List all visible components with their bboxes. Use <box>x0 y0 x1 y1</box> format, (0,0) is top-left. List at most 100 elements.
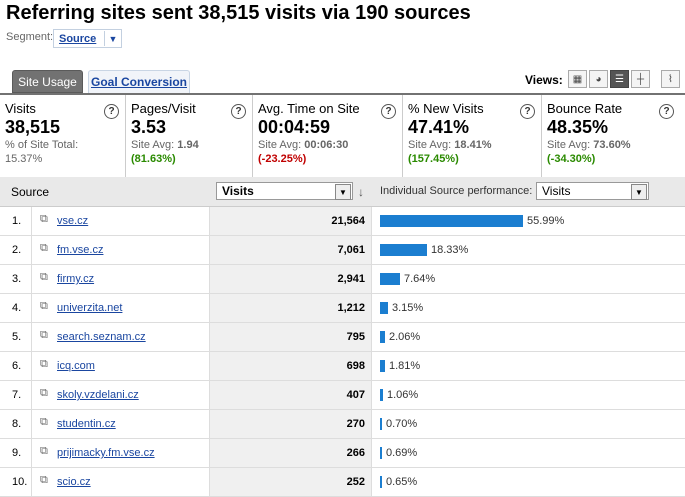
segment-label: Segment: <box>6 31 54 43</box>
help-icon[interactable]: ? <box>231 104 246 119</box>
site-avg-label: Site Avg: <box>408 139 455 151</box>
performance-bar <box>380 360 385 372</box>
performance-percent: 3.15% <box>392 302 424 314</box>
table-row: 5. ⧉ search.seznam.cz 795 2.06% <box>0 323 685 352</box>
source-link[interactable]: skoly.vzdelani.cz <box>57 389 139 401</box>
visits-value: 2,941 <box>337 273 365 285</box>
external-link-icon[interactable]: ⧉ <box>40 242 48 254</box>
table-row: 8. ⧉ studentin.cz 270 0.70% <box>0 410 685 439</box>
external-link-icon[interactable]: ⧉ <box>40 387 48 399</box>
row-number: 4. <box>0 294 32 323</box>
external-link-icon[interactable]: ⧉ <box>40 300 48 312</box>
comparison-view-icon[interactable]: ┼ <box>631 70 650 88</box>
visits-value: 21,564 <box>331 215 365 227</box>
performance-view-icon[interactable]: ☰ <box>610 70 629 88</box>
chevron-down-icon: ▼ <box>631 184 647 200</box>
visits-value: 795 <box>346 331 365 343</box>
visits-metric-select[interactable]: Visits ▼ <box>216 182 353 200</box>
row-number: 2. <box>0 236 32 265</box>
external-link-icon[interactable]: ⧉ <box>40 474 48 486</box>
performance-percent: 1.06% <box>387 389 419 401</box>
performance-bar <box>380 418 382 430</box>
source-link[interactable]: prijimacky.fm.vse.cz <box>57 447 155 459</box>
table-row: 7. ⧉ skoly.vzdelani.cz 407 1.06% <box>0 381 685 410</box>
metric-value: 47.41% <box>408 117 470 137</box>
table-header: Source Visits ▼ ↓ Individual Source perf… <box>0 177 685 207</box>
external-link-icon[interactable]: ⧉ <box>40 329 48 341</box>
performance-percent: 1.81% <box>389 360 421 372</box>
source-link[interactable]: search.seznam.cz <box>57 331 146 343</box>
chevron-down-icon: ▼ <box>335 184 351 200</box>
performance-percent: 0.69% <box>386 447 418 459</box>
site-avg-value: 1.94 <box>177 139 199 151</box>
visits-cell: 252 <box>209 468 372 496</box>
performance-percent: 0.65% <box>386 476 418 488</box>
metric-name: Avg. Time on Site <box>258 101 360 116</box>
row-number: 3. <box>0 265 32 294</box>
table-row: 2. ⧉ fm.vse.cz 7,061 18.33% <box>0 236 685 265</box>
visits-value: 252 <box>346 476 365 488</box>
visits-value: 270 <box>346 418 365 430</box>
performance-bar <box>380 302 388 314</box>
metric-new-visits: % New Visits 47.41% Site Avg: 18.41% (15… <box>403 95 542 177</box>
help-icon[interactable]: ? <box>520 104 535 119</box>
source-link[interactable]: firmy.cz <box>57 273 95 285</box>
site-avg-value: 18.41% <box>454 139 492 151</box>
performance-metric-select[interactable]: Visits ▼ <box>536 182 649 200</box>
sort-desc-icon[interactable]: ↓ <box>358 185 364 199</box>
visits-cell: 795 <box>209 323 372 351</box>
tab-goal-conversion[interactable]: Goal Conversion <box>88 70 190 93</box>
metric-name: Pages/Visit <box>131 101 196 116</box>
source-link[interactable]: icq.com <box>57 360 95 372</box>
external-link-icon[interactable]: ⧉ <box>40 271 48 283</box>
row-number: 5. <box>0 323 32 352</box>
source-link[interactable]: univerzita.net <box>57 302 123 314</box>
row-number: 9. <box>0 439 32 468</box>
visits-cell: 2,941 <box>209 265 372 293</box>
site-avg-value: 73.60% <box>593 139 631 151</box>
external-link-icon[interactable]: ⧉ <box>40 358 48 370</box>
visits-value: 7,061 <box>337 244 365 256</box>
visits-value: 407 <box>346 389 365 401</box>
metric-value: 48.35% <box>547 117 609 137</box>
chevron-down-icon: ▼ <box>104 31 121 46</box>
pie-view-icon[interactable]: ◕ <box>589 70 608 88</box>
table-row: 3. ⧉ firmy.cz 2,941 7.64% <box>0 265 685 294</box>
segment-value: Source <box>59 32 97 45</box>
external-link-icon[interactable]: ⧉ <box>40 445 48 457</box>
help-icon[interactable]: ? <box>381 104 396 119</box>
performance-bar <box>380 331 385 343</box>
metric-bounce-rate: Bounce Rate 48.35% Site Avg: 73.60% (-34… <box>542 95 685 177</box>
site-avg-label: Site Avg: <box>258 139 305 151</box>
help-icon[interactable]: ? <box>659 104 674 119</box>
external-link-icon[interactable]: ⧉ <box>40 416 48 428</box>
segment-dropdown[interactable]: Source ▼ <box>53 29 122 48</box>
site-avg-label: Site Avg: <box>547 139 594 151</box>
tab-bar-divider <box>0 93 685 95</box>
table-row: 9. ⧉ prijimacky.fm.vse.cz 266 0.69% <box>0 439 685 468</box>
help-icon[interactable]: ? <box>104 104 119 119</box>
metric-delta: (-23.25%) <box>258 153 307 165</box>
tab-site-usage[interactable]: Site Usage <box>12 70 83 93</box>
external-link-icon[interactable]: ⧉ <box>40 213 48 225</box>
visits-value: 266 <box>346 447 365 459</box>
performance-bar <box>380 273 400 285</box>
table-row: 10. ⧉ scio.cz 252 0.65% <box>0 468 685 497</box>
trend-view-icon[interactable]: ⌇ <box>661 70 680 88</box>
metrics-summary: Visits 38,515 % of Site Total: 15.37% ? … <box>0 95 685 178</box>
table-view-icon[interactable]: ▦ <box>568 70 587 88</box>
performance-percent: 2.06% <box>389 331 421 343</box>
metric-delta: (81.63%) <box>131 153 176 165</box>
row-number: 10. <box>0 468 32 497</box>
source-link[interactable]: fm.vse.cz <box>57 244 104 256</box>
visits-cell: 21,564 <box>209 207 372 235</box>
metric-name: Visits <box>5 101 36 116</box>
tab-goal-conversion-label: Goal Conversion <box>90 75 188 89</box>
perf-select-label: Visits <box>542 184 571 198</box>
metric-value: 00:04:59 <box>258 117 331 137</box>
source-link[interactable]: studentin.cz <box>57 418 116 430</box>
source-link[interactable]: vse.cz <box>57 215 89 227</box>
metric-visits: Visits 38,515 % of Site Total: 15.37% ? <box>0 95 126 177</box>
table-row: 6. ⧉ icq.com 698 1.81% <box>0 352 685 381</box>
source-link[interactable]: scio.cz <box>57 476 91 488</box>
